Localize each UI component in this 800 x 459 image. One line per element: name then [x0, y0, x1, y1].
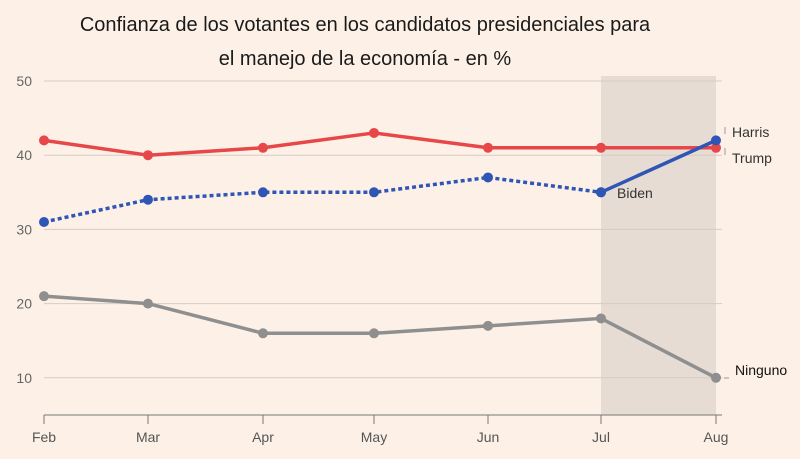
- data-point: [711, 372, 721, 383]
- data-point: [483, 320, 493, 331]
- series-harris: [596, 135, 721, 198]
- data-point: [483, 172, 493, 183]
- x-tick-label: Apr: [252, 429, 274, 445]
- label-ninguno: Ninguno: [735, 362, 787, 378]
- label-trump: Trump: [732, 150, 772, 166]
- y-tick-label: 20: [16, 296, 32, 312]
- data-point: [39, 291, 49, 302]
- shaded-region: [601, 76, 716, 415]
- data-point: [369, 127, 379, 138]
- series-trump: [39, 127, 721, 161]
- series-line: [43, 175, 602, 224]
- data-point: [258, 142, 268, 153]
- data-point: [258, 328, 268, 339]
- series-line: [600, 138, 717, 194]
- data-point: [369, 187, 379, 198]
- data-point: [483, 142, 493, 153]
- x-tick-label: Feb: [32, 429, 56, 445]
- series-ninguno: [39, 291, 721, 383]
- data-point: [258, 187, 268, 198]
- y-tick-label: 40: [16, 147, 32, 163]
- x-tick-label: May: [361, 429, 387, 445]
- data-point: [596, 313, 606, 324]
- series-biden: [39, 172, 606, 227]
- data-point: [143, 150, 153, 161]
- data-point: [596, 142, 606, 153]
- x-tick-label: Jun: [477, 429, 500, 445]
- chart-title-line-1: Confianza de los votantes en los candida…: [79, 14, 651, 36]
- data-point: [596, 187, 606, 198]
- data-point: [143, 298, 153, 309]
- data-point: [711, 142, 721, 153]
- data-point: [369, 328, 379, 339]
- x-tick-label: Jul: [592, 429, 610, 445]
- data-point: [39, 216, 49, 227]
- data-point: [39, 135, 49, 146]
- label-biden: Biden: [617, 185, 653, 201]
- x-tick-label: Mar: [136, 429, 160, 445]
- data-point: [711, 135, 721, 146]
- label-harris: Harris: [732, 124, 769, 140]
- y-tick-label: 30: [16, 221, 32, 237]
- chart-title-line-2: el manejo de la economía - en %: [218, 48, 512, 70]
- y-tick-label: 10: [16, 370, 32, 386]
- x-tick-label: Aug: [704, 429, 729, 445]
- data-point: [143, 194, 153, 205]
- y-tick-label: 50: [16, 73, 32, 89]
